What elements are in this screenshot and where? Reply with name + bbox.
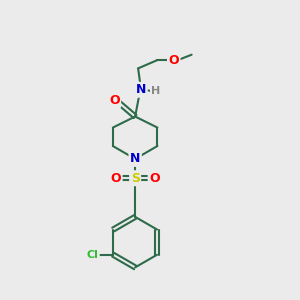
Text: Cl: Cl xyxy=(86,250,98,260)
Text: N: N xyxy=(136,83,146,96)
Text: S: S xyxy=(130,172,140,185)
Text: N: N xyxy=(130,152,140,165)
Text: O: O xyxy=(110,172,121,185)
Text: H: H xyxy=(151,86,160,96)
Text: O: O xyxy=(169,54,179,67)
Text: O: O xyxy=(109,94,120,107)
Text: O: O xyxy=(149,172,160,185)
